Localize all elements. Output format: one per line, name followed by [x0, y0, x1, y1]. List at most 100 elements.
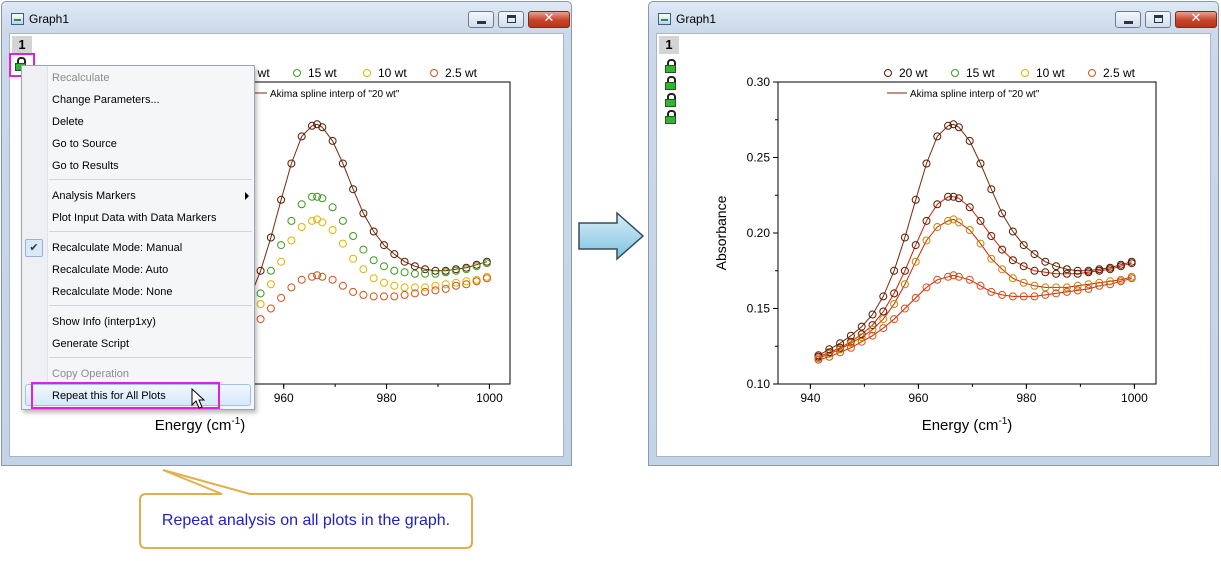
minimize-button[interactable]: [468, 11, 494, 28]
data-point: [431, 266, 440, 275]
menu-item-delete[interactable]: Delete: [52, 116, 84, 128]
repeat-item-highlight: [31, 382, 220, 409]
data-point: [266, 233, 275, 242]
data-point: [1095, 281, 1104, 290]
data-point: [1073, 286, 1082, 295]
data-point: [890, 289, 899, 298]
menu-item-show-info-interp1xy[interactable]: Show Info (interp1xy): [52, 316, 156, 328]
data-point: [1084, 268, 1093, 277]
data-point: [1052, 262, 1061, 271]
data-point: [879, 324, 888, 333]
data-point: [1073, 266, 1082, 275]
close-icon: ✕: [1190, 11, 1202, 26]
data-point: [879, 292, 888, 301]
data-point: [482, 259, 491, 268]
menu-item-analysis-markers[interactable]: Analysis Markers: [52, 190, 136, 202]
data-point: [998, 265, 1007, 274]
data-point: [1106, 265, 1115, 274]
data-point: [944, 121, 953, 130]
menu-item-generate-script[interactable]: Generate Script: [52, 338, 130, 350]
data-point: [431, 286, 440, 295]
data-point: [297, 132, 306, 141]
data-point: [400, 290, 409, 299]
maximize-button[interactable]: [1145, 11, 1171, 28]
menu-item-plot-input-data-with-data-markers[interactable]: Plot Input Data with Data Markers: [52, 212, 217, 224]
data-point: [338, 159, 347, 168]
data-point: [308, 121, 316, 130]
minimize-button[interactable]: [1115, 11, 1141, 28]
data-point: [1008, 256, 1017, 265]
data-point: [976, 159, 985, 168]
data-point: [944, 192, 953, 201]
layer-tab[interactable]: 1: [659, 36, 679, 54]
menu-item-go-to-results[interactable]: Go to Results: [52, 160, 119, 172]
graph-plot-right: 940 960 980 1000 0.30 0.25 0.20 0.15 0.10 Absorba…: [713, 66, 1157, 434]
graph-window-right[interactable]: Graph1 ✕ 1 940 960 980 1000 0.30 0.25 0.20 0.15…: [648, 1, 1219, 466]
data-point: [462, 265, 471, 274]
data-point: [954, 272, 963, 281]
data-point: [857, 333, 866, 342]
close-button[interactable]: ✕: [528, 11, 570, 28]
title-bar[interactable]: Graph1 ✕: [2, 2, 571, 32]
maximize-button[interactable]: [498, 11, 524, 28]
data-point: [431, 281, 440, 290]
data-point: [857, 337, 866, 346]
menu-item-recalculate-mode-none[interactable]: Recalculate Mode: None: [52, 286, 173, 298]
data-point: [954, 218, 963, 227]
lock-icon[interactable]: [664, 93, 677, 107]
menu-separator: [49, 305, 252, 306]
data-point: [1073, 269, 1082, 278]
y-tick-label: 0.20: [747, 226, 771, 240]
graph-window-icon: [11, 13, 24, 25]
data-point: [369, 227, 378, 236]
data-point: [328, 136, 337, 145]
data-point: [825, 349, 834, 358]
data-point: [998, 209, 1007, 218]
menu-item-change-parameters[interactable]: Change Parameters...: [52, 94, 160, 106]
data-point: [922, 283, 931, 292]
data-point: [308, 272, 316, 281]
data-point: [1073, 281, 1082, 290]
window-title: Graph1: [29, 12, 70, 26]
maximize-icon: [507, 15, 516, 23]
maximize-icon: [1154, 15, 1163, 23]
close-button[interactable]: ✕: [1175, 11, 1217, 28]
data-point: [297, 200, 306, 209]
data-point: [933, 275, 942, 284]
menu-item-go-to-source[interactable]: Go to Source: [52, 138, 117, 150]
data-point: [998, 290, 1007, 299]
fit-legend-label: Akima spline interp of "20 wt": [270, 89, 400, 100]
data-point: [868, 331, 877, 340]
data-point: [1062, 287, 1071, 296]
plot-frame: [777, 81, 1157, 385]
data-point: [814, 355, 823, 364]
lock-icon[interactable]: [664, 110, 677, 124]
data-point: [400, 257, 409, 266]
data-point: [825, 352, 834, 361]
fit-curve-20wt: [818, 123, 1132, 356]
graph-window-icon: [658, 13, 671, 25]
data-point: [308, 216, 316, 225]
legend-label: 15 wt: [308, 66, 337, 80]
lock-icon[interactable]: [664, 76, 677, 90]
data-point: [338, 281, 347, 290]
layer-tab[interactable]: 1: [12, 36, 32, 54]
menu-item-recalculate-mode-manual[interactable]: Recalculate Mode: Manual: [52, 242, 183, 254]
menu-item-repeat-this-for-all-plots[interactable]: Repeat this for All Plots: [52, 390, 166, 402]
data-point: [452, 266, 460, 275]
data-point: [1041, 268, 1050, 277]
callout-bubble: [139, 469, 473, 549]
minimize-icon: [1124, 21, 1133, 24]
data-point: [1008, 292, 1017, 301]
title-bar[interactable]: Graph1 ✕: [649, 2, 1218, 32]
data-point: [277, 293, 286, 302]
menu-separator: [49, 357, 252, 358]
data-point: [879, 315, 888, 324]
data-point: [313, 192, 322, 201]
data-point: [1008, 274, 1017, 283]
legend-marker: [293, 69, 301, 77]
menu-item-recalculate-mode-auto[interactable]: Recalculate Mode: Auto: [52, 264, 169, 276]
data-point: [846, 339, 855, 348]
lock-icon[interactable]: [664, 59, 677, 73]
data-point: [287, 159, 296, 168]
